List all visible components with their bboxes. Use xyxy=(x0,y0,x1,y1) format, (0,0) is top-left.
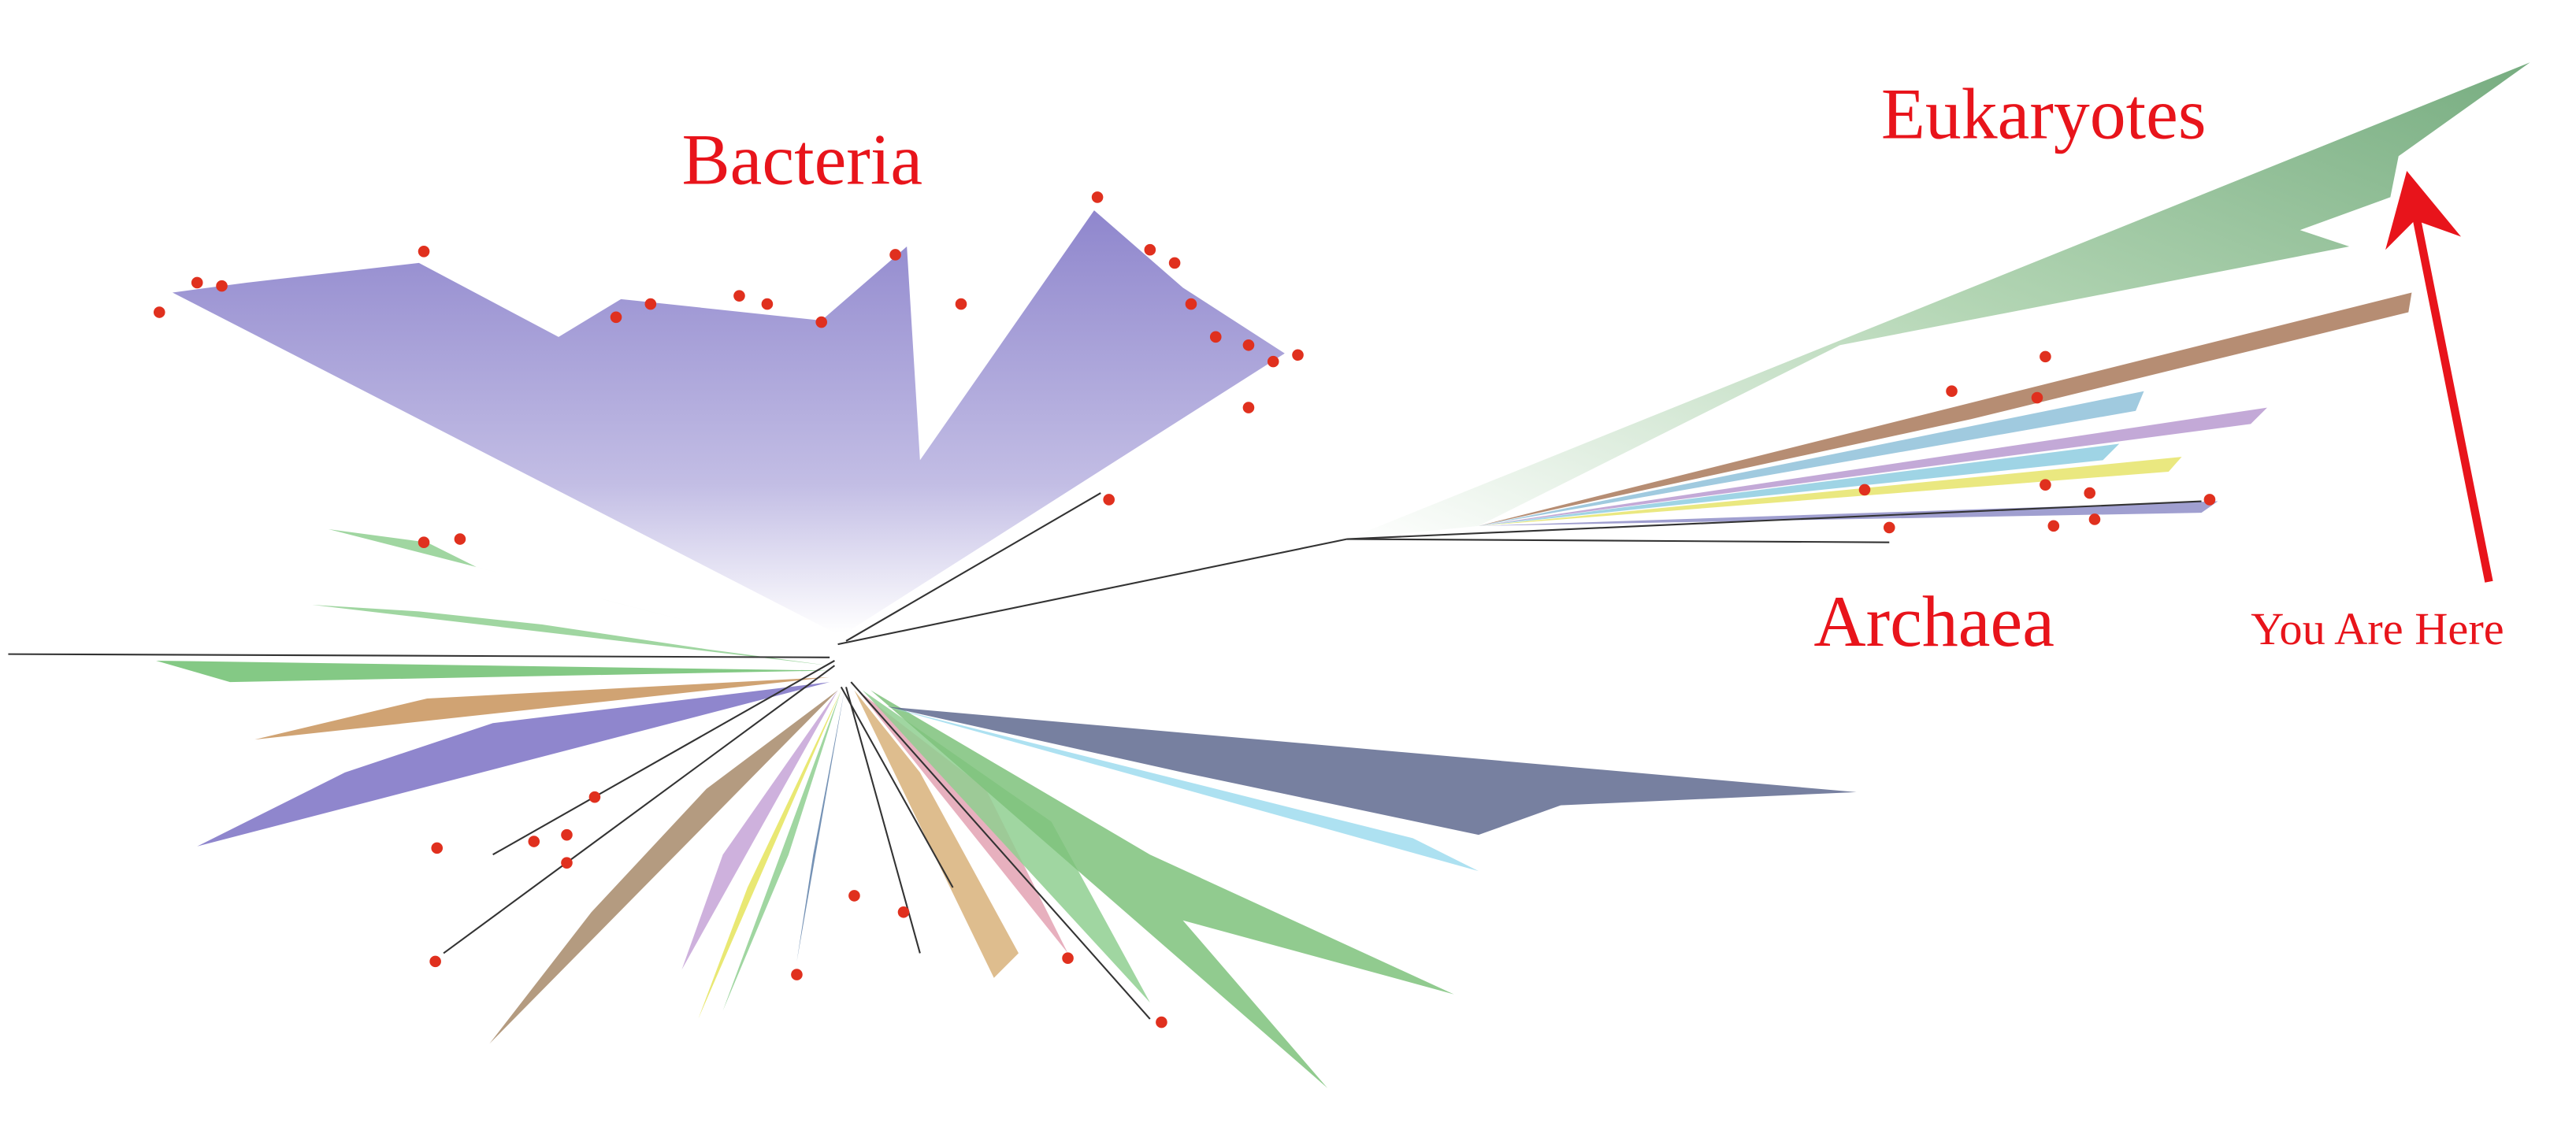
tip-marker xyxy=(191,276,203,289)
tip-marker xyxy=(1242,402,1255,413)
branch xyxy=(1347,538,1890,543)
branch xyxy=(837,538,1348,646)
tip-marker xyxy=(429,955,441,968)
tip-marker xyxy=(733,290,745,302)
clade xyxy=(197,682,830,847)
clade xyxy=(698,690,841,1019)
tip-marker xyxy=(1103,494,1115,506)
tip-marker xyxy=(1292,349,1304,361)
tip-marker xyxy=(561,857,573,869)
group-label: Eukaryotes xyxy=(1881,73,2207,154)
tip-marker xyxy=(2203,494,2216,506)
tip-marker xyxy=(1144,243,1156,256)
branch xyxy=(850,681,1151,1020)
tip-marker xyxy=(561,828,573,841)
group-label: Archaea xyxy=(1813,581,2054,662)
branch xyxy=(845,492,1101,642)
clade xyxy=(796,690,844,962)
annotation-label: You Are Here xyxy=(2251,603,2504,654)
tip-marker xyxy=(1185,298,1197,310)
tip-marker xyxy=(791,969,803,980)
tip-marker xyxy=(897,906,910,918)
tip-marker xyxy=(644,298,657,310)
tip-marker xyxy=(528,836,540,847)
tip-marker xyxy=(2040,350,2051,363)
branch xyxy=(492,660,835,856)
clade xyxy=(857,690,1068,954)
tip-marker xyxy=(431,842,444,854)
tip-marker xyxy=(1168,257,1181,269)
tip-marker xyxy=(418,246,430,258)
tip-marker xyxy=(2031,391,2043,404)
branch xyxy=(8,653,830,658)
tip-marker xyxy=(761,298,774,310)
tip-marker xyxy=(815,316,828,328)
tip-marker xyxy=(153,306,165,318)
tip-marker xyxy=(2040,479,2051,491)
tip-marker xyxy=(1062,952,1074,964)
tip-marker xyxy=(418,536,430,548)
clade xyxy=(854,690,1019,978)
arrow-shaft xyxy=(2411,209,2493,583)
tip-marker xyxy=(2084,487,2096,499)
group-label: Bacteria xyxy=(681,120,922,200)
clade xyxy=(328,529,830,658)
clade xyxy=(1347,62,2530,539)
tip-marker xyxy=(1156,1016,1167,1028)
tip-marker xyxy=(454,533,466,545)
tip-marker xyxy=(1209,331,1222,343)
tip-marker xyxy=(2047,520,2060,532)
tip-marker xyxy=(1946,385,1958,397)
branch xyxy=(840,686,954,888)
tip-marker xyxy=(955,298,967,310)
clade xyxy=(1478,292,2412,526)
clade xyxy=(887,706,1857,836)
tip-marker xyxy=(1242,339,1255,351)
clade xyxy=(172,210,1285,633)
tip-marker xyxy=(2088,513,2101,525)
tip-marker xyxy=(588,791,601,803)
branch xyxy=(1347,500,2202,540)
clade xyxy=(1478,443,2120,526)
tip-marker xyxy=(889,249,901,261)
arrow-head xyxy=(2385,171,2462,250)
branch xyxy=(443,665,836,954)
clade xyxy=(681,690,838,970)
clade xyxy=(156,660,830,683)
tip-marker xyxy=(1883,521,1895,534)
tip-marker xyxy=(848,890,860,902)
tip-marker xyxy=(1267,355,1279,368)
tip-marker xyxy=(1858,484,1871,496)
tip-marker xyxy=(610,311,622,324)
tip-marker xyxy=(216,280,228,292)
tip-marker xyxy=(1091,191,1104,203)
clade xyxy=(870,690,1454,1088)
